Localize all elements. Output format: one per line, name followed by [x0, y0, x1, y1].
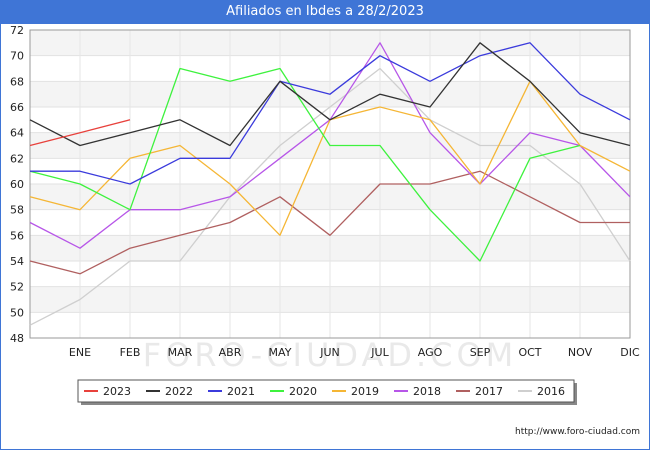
y-tick-label: 48	[10, 332, 24, 345]
series-line-2020	[29, 67, 581, 262]
legend-label-2022: 2022	[165, 385, 193, 398]
legend-label-2016: 2016	[537, 385, 565, 398]
y-axis: 48 50 52 54 56 58 60 62 64 66 68 70 72	[10, 24, 24, 345]
legend-label-2023: 2023	[103, 385, 131, 398]
x-tick-label: MAR	[168, 346, 193, 359]
plot-area-border	[29, 29, 631, 339]
x-tick-label: MAY	[269, 346, 292, 359]
y-tick-label: 60	[10, 178, 24, 191]
y-tick-label: 50	[10, 306, 24, 319]
y-tick-label: 64	[10, 127, 24, 140]
x-tick-label: SEP	[470, 346, 491, 359]
x-tick-label: AGO	[418, 346, 443, 359]
series-line-2023	[29, 119, 131, 147]
y-tick-label: 66	[10, 101, 24, 114]
x-tick-label: JUL	[370, 346, 389, 359]
plot-border	[29, 29, 631, 339]
legend-box	[77, 379, 575, 403]
legend-label-2021: 2021	[227, 385, 255, 398]
legend-label-2019: 2019	[351, 385, 379, 398]
watermark: FORO-CIUDAD.COM	[143, 336, 518, 374]
series-line-2022	[29, 42, 631, 147]
series-line-2017	[29, 170, 630, 275]
chart-title: Afiliados en Ibdes a 28/2/2023	[0, 0, 650, 24]
y-tick-label: 58	[10, 204, 24, 217]
series-line-2016	[29, 67, 631, 326]
x-tick-label: NOV	[568, 346, 593, 359]
x-tick-label: JUN	[319, 346, 340, 359]
legend-label-2017: 2017	[475, 385, 503, 398]
x-tick-label: ENE	[69, 346, 91, 359]
y-tick-label: 70	[10, 50, 24, 63]
y-tick-label: 54	[10, 255, 24, 268]
y-tick-label: 68	[10, 75, 24, 88]
source-link[interactable]: http://www.foro-ciudad.com	[515, 427, 640, 437]
legend: 2023 2022 2021 2020 2019 2018 2017 2016	[77, 379, 577, 405]
x-tick-label: FEB	[120, 346, 141, 359]
x-tick-label: ABR	[219, 346, 242, 359]
series-layer	[29, 42, 631, 326]
y-tick-label: 72	[10, 24, 24, 37]
x-tick-label: OCT	[518, 346, 541, 359]
x-axis: ENE FEB MAR ABR MAY JUN JUL AGO SEP OCT NOV DIC	[69, 346, 640, 359]
y-tick-label: 52	[10, 281, 24, 294]
y-tick-label: 56	[10, 229, 24, 242]
y-tick-label: 62	[10, 152, 24, 165]
legend-label-2018: 2018	[413, 385, 441, 398]
x-tick-label: DIC	[620, 346, 640, 359]
series-line-2021	[30, 42, 631, 185]
legend-label-2020: 2020	[289, 385, 317, 398]
